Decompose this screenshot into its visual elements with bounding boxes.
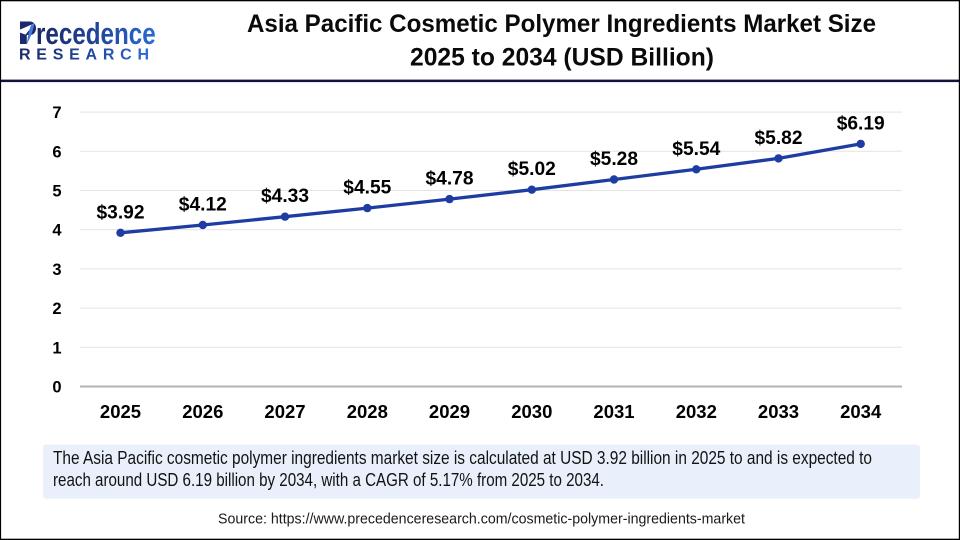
svg-text:$4.78: $4.78 (425, 169, 473, 190)
svg-text:5: 5 (52, 183, 61, 201)
svg-text:$6.19: $6.19 (837, 113, 885, 134)
svg-text:$4.55: $4.55 (343, 178, 391, 199)
svg-text:The Asia Pacific cosmetic poly: The Asia Pacific cosmetic polymer ingred… (53, 448, 872, 468)
svg-text:2034: 2034 (840, 401, 882, 422)
svg-text:Asia Pacific Cosmetic Polymer: Asia Pacific Cosmetic Polymer Ingredient… (247, 10, 876, 38)
svg-text:2031: 2031 (593, 401, 634, 422)
svg-text:2027: 2027 (264, 401, 305, 422)
svg-text:recedence: recedence (36, 16, 156, 51)
svg-text:2030: 2030 (511, 401, 552, 422)
svg-text:2026: 2026 (182, 401, 223, 422)
svg-text:2029: 2029 (429, 401, 470, 422)
svg-text:2025: 2025 (100, 401, 141, 422)
svg-text:reach around USD 6.19 billion: reach around USD 6.19 billion by 2034, w… (53, 470, 604, 490)
svg-text:2025 to 2034 (USD Billion): 2025 to 2034 (USD Billion) (410, 44, 714, 72)
svg-text:$5.82: $5.82 (754, 128, 802, 149)
svg-text:7: 7 (52, 104, 61, 122)
svg-text:$5.28: $5.28 (590, 149, 638, 170)
svg-text:3: 3 (52, 261, 61, 279)
svg-text:$4.12: $4.12 (179, 195, 227, 216)
svg-text:4: 4 (52, 222, 62, 240)
svg-text:2: 2 (52, 300, 61, 318)
svg-text:2028: 2028 (347, 401, 388, 422)
svg-text:2033: 2033 (758, 401, 799, 422)
svg-text:$4.33: $4.33 (261, 186, 309, 207)
svg-text:2032: 2032 (676, 401, 717, 422)
svg-text:0: 0 (52, 378, 61, 396)
svg-text:$3.92: $3.92 (96, 202, 144, 223)
svg-text:Source: https://www.precedence: Source: https://www.precedenceresearch.c… (218, 512, 745, 528)
svg-text:6: 6 (52, 143, 61, 161)
svg-text:$5.02: $5.02 (508, 159, 556, 180)
svg-text:$5.54: $5.54 (672, 139, 720, 160)
svg-text:1: 1 (52, 339, 61, 357)
